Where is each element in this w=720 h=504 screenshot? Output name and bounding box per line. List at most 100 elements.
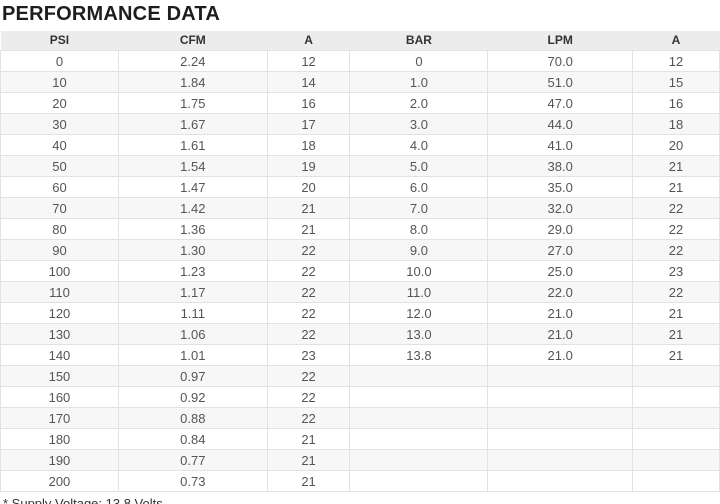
table-cell: 1.23 [117, 260, 268, 282]
table-cell: 70.0 [487, 50, 633, 72]
table-cell [631, 365, 720, 387]
table-row: 50 1.54 19 5.0 38.0 21 [0, 155, 720, 177]
table-cell: 1.30 [117, 239, 268, 261]
table-cell [487, 386, 633, 408]
table-cell: 140 [0, 344, 119, 366]
table-cell: 1.42 [117, 197, 268, 219]
table-cell: 20 [0, 92, 119, 114]
table-cell: 5.0 [349, 155, 489, 177]
table-cell: 0.97 [117, 365, 268, 387]
table-cell [631, 407, 720, 429]
table-cell: 22 [631, 218, 720, 240]
table-row: 20 1.75 16 2.0 47.0 16 [0, 92, 720, 114]
table-cell: 21 [266, 449, 351, 471]
table-cell: 22 [266, 365, 351, 387]
table-cell: 0.84 [117, 428, 268, 450]
table-cell: 19 [266, 155, 351, 177]
table-cell: 1.06 [117, 323, 268, 345]
table-row: 90 1.30 22 9.0 27.0 22 [0, 239, 720, 261]
table-cell: 21.0 [487, 323, 633, 345]
table-cell: 15 [631, 71, 720, 93]
table-cell: 18 [266, 134, 351, 156]
table-cell: 1.0 [349, 71, 489, 93]
table-row: 0 2.24 12 0 70.0 12 [0, 50, 720, 72]
table-cell: 1.61 [117, 134, 268, 156]
table-row: 80 1.36 21 8.0 29.0 22 [0, 218, 720, 240]
table-cell: 16 [266, 92, 351, 114]
table-cell: 35.0 [487, 176, 633, 198]
table-cell: 1.01 [117, 344, 268, 366]
table-cell: 11.0 [349, 281, 489, 303]
table-cell: 21 [631, 344, 720, 366]
table-cell: 0 [0, 50, 119, 72]
table-row: 40 1.61 18 4.0 41.0 20 [0, 134, 720, 156]
table-cell: 44.0 [487, 113, 633, 135]
table-cell [631, 428, 720, 450]
table-row: 70 1.42 21 7.0 32.0 22 [0, 197, 720, 219]
table-row: 60 1.47 20 6.0 35.0 21 [0, 176, 720, 198]
performance-data-table: PSI CFM A BAR LPM A 0 2.24 12 0 70.0 12 10 1.84 14 1.0… [0, 31, 720, 492]
table-cell: 51.0 [487, 71, 633, 93]
table-body: 0 2.24 12 0 70.0 12 10 1.84 14 1.0 51.0 15 20 1.75 16 2… [0, 50, 720, 492]
table-cell: 32.0 [487, 197, 633, 219]
table-cell: 13.8 [349, 344, 489, 366]
table-cell: 40 [0, 134, 119, 156]
table-cell: 21 [266, 428, 351, 450]
table-cell: 22 [631, 197, 720, 219]
table-cell [349, 470, 489, 492]
table-cell: 20 [266, 176, 351, 198]
table-cell [487, 407, 633, 429]
table-cell: 29.0 [487, 218, 633, 240]
table-cell: 1.67 [117, 113, 268, 135]
table-cell: 110 [0, 281, 119, 303]
table-cell: 21 [266, 218, 351, 240]
table-cell: 21 [631, 155, 720, 177]
table-cell [631, 449, 720, 471]
column-header-cfm-1: CFM [118, 31, 268, 51]
table-cell [349, 365, 489, 387]
table-cell: 14 [266, 71, 351, 93]
table-cell [487, 365, 633, 387]
table-cell: 1.75 [117, 92, 268, 114]
table-cell [349, 386, 489, 408]
table-row: 160 0.92 22 [0, 386, 720, 408]
table-row: 140 1.01 23 13.8 21.0 21 [0, 344, 720, 366]
table-cell: 22.0 [487, 281, 633, 303]
table-header-row: PSI CFM A BAR LPM A [0, 31, 720, 51]
table-cell: 47.0 [487, 92, 633, 114]
table-cell: 10 [0, 71, 119, 93]
table-cell: 12 [266, 50, 351, 72]
table-row: 120 1.11 22 12.0 21.0 21 [0, 302, 720, 324]
table-cell [631, 470, 720, 492]
table-cell: 8.0 [349, 218, 489, 240]
table-cell: 4.0 [349, 134, 489, 156]
table-cell [487, 428, 633, 450]
table-cell: 21 [631, 323, 720, 345]
table-row: 200 0.73 21 [0, 470, 720, 492]
table-cell [349, 449, 489, 471]
table-cell: 0.77 [117, 449, 268, 471]
table-row: 130 1.06 22 13.0 21.0 21 [0, 323, 720, 345]
table-cell: 130 [0, 323, 119, 345]
table-cell: 18 [631, 113, 720, 135]
table-row: 100 1.23 22 10.0 25.0 23 [0, 260, 720, 282]
table-cell: 1.84 [117, 71, 268, 93]
table-cell: 2.24 [117, 50, 268, 72]
table-cell: 6.0 [349, 176, 489, 198]
column-header-a-2: A [267, 31, 350, 51]
table-cell: 23 [266, 344, 351, 366]
table-cell: 22 [266, 281, 351, 303]
table-row: 30 1.67 17 3.0 44.0 18 [0, 113, 720, 135]
table-cell: 0.88 [117, 407, 268, 429]
table-row: 150 0.97 22 [0, 365, 720, 387]
table-cell: 12 [631, 50, 720, 72]
column-header-bar-3: BAR [349, 31, 488, 51]
table-cell: 22 [266, 323, 351, 345]
table-cell: 38.0 [487, 155, 633, 177]
table-header: PSI CFM A BAR LPM A [0, 31, 720, 51]
table-cell: 90 [0, 239, 119, 261]
table-cell [349, 428, 489, 450]
table-cell: 10.0 [349, 260, 489, 282]
table-cell: 22 [266, 260, 351, 282]
table-cell: 20 [631, 134, 720, 156]
